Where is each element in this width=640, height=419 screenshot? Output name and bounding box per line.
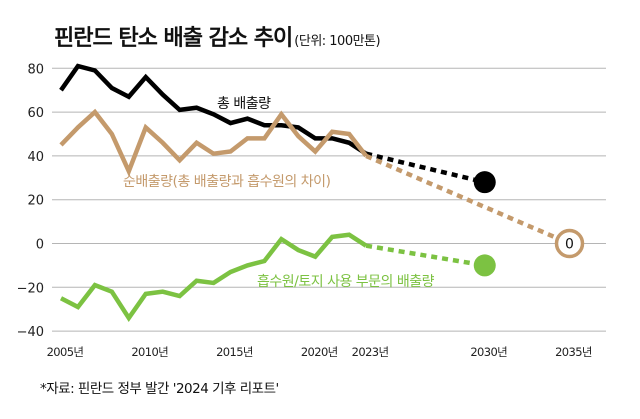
legend-net-label: 순배출량(총 배출량과 흡수원의 차이): [123, 174, 331, 190]
y-tick-label: −20: [17, 281, 44, 296]
y-tick-label: 20: [27, 194, 44, 209]
projection-line-total: [365, 151, 486, 185]
x-tick-label: 2030년: [470, 345, 507, 359]
target-marker-sink: [473, 254, 496, 277]
unit-label: (단위: 100만톤): [294, 34, 381, 49]
x-tick-label: 2015년: [216, 345, 253, 359]
target-value-label: 0: [565, 237, 574, 253]
legend-sink-label: 흡수원/토지 사용 부문의 배출량: [257, 274, 435, 290]
y-tick-label: 40: [27, 150, 44, 165]
series-lines: 0: [59, 63, 585, 322]
x-tick-label: 2023년: [352, 345, 389, 359]
projection-line-sink: [365, 243, 486, 268]
gridlines: [52, 67, 606, 332]
x-tick-label: 2005년: [47, 345, 84, 359]
projection-line-net: [365, 153, 571, 246]
series-line-sink: [59, 232, 368, 322]
y-tick-label: 80: [27, 62, 44, 77]
x-tick-label: 2020년: [301, 345, 338, 359]
target-marker-total: [473, 171, 496, 194]
series-line-net: [59, 108, 368, 178]
series-line-total: [59, 63, 368, 156]
y-tick-label: 0: [36, 238, 44, 253]
y-axis-ticks: 80 60 40 20 0 −20 −40: [17, 62, 44, 340]
x-tick-label: 2035년: [555, 345, 592, 359]
source-note: *자료: 핀란드 정부 발간 '2024 기후 리포트': [40, 381, 279, 397]
series-labels: 총 배출량 순배출량(총 배출량과 흡수원의 차이) 흡수원/토지 사용 부문의…: [123, 96, 435, 290]
chart-title-text: 핀란드 탄소 배출 감소 추이: [54, 26, 293, 51]
legend-total-label: 총 배출량: [217, 96, 271, 112]
x-tick-label: 2010년: [131, 345, 168, 359]
y-tick-label: −40: [17, 325, 44, 340]
chart-title: 핀란드 탄소 배출 감소 추이 (단위: 100만톤): [54, 20, 381, 52]
y-tick-label: 60: [27, 106, 44, 121]
target-marker-net: [554, 228, 585, 259]
x-axis-ticks: 2005년 2010년 2015년 2020년 2023년 2030년 2035년: [47, 345, 593, 359]
